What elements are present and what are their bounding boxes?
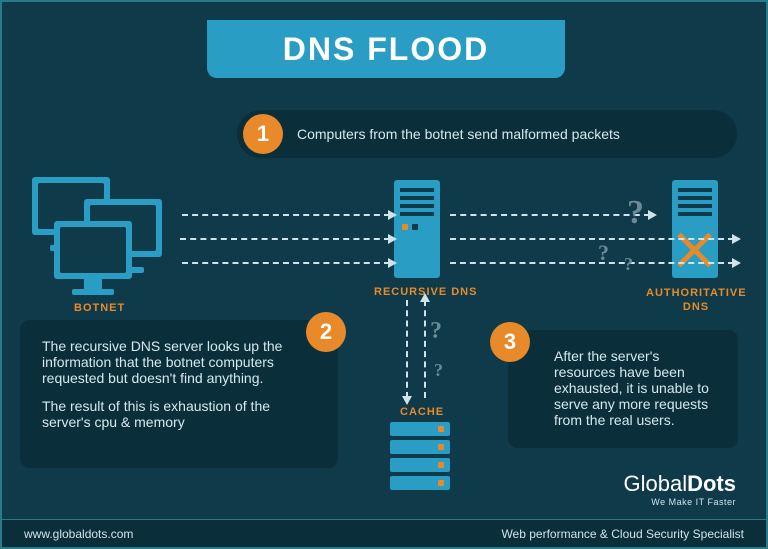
footer-url: www.globaldots.com — [24, 527, 133, 541]
step-3-badge: 3 — [490, 322, 530, 362]
logo-text-a: Global — [624, 471, 688, 496]
authoritative-dns-label: AUTHORITATIVE DNS — [646, 286, 746, 315]
footer-tagline: Web performance & Cloud Security Special… — [501, 527, 744, 541]
step-2-p1: The recursive DNS server looks up the in… — [42, 338, 316, 386]
logo-sub: We Make IT Faster — [624, 497, 736, 507]
step-2-badge: 2 — [306, 312, 346, 352]
step-3-box: 3 After the server's resources have been… — [508, 330, 738, 448]
title-banner: DNS FLOOD — [207, 20, 565, 78]
step-1-box: 1 Computers from the botnet send malform… — [237, 110, 737, 158]
botnet-label: BOTNET — [74, 302, 125, 314]
cache-label: CACHE — [400, 406, 444, 418]
recursive-dns-icon — [394, 180, 440, 278]
step-1-text: Computers from the botnet send malformed… — [297, 126, 620, 142]
cache-icon — [390, 422, 450, 490]
step-1-badge: 1 — [243, 114, 283, 154]
step-2-p2: The result of this is exhaustion of the … — [42, 398, 316, 430]
footer: www.globaldots.com Web performance & Clo… — [2, 519, 766, 547]
step-3-text: After the server's resources have been e… — [554, 348, 724, 428]
x-mark-icon — [674, 230, 714, 270]
step-2-box: 2 The recursive DNS server looks up the … — [20, 320, 338, 468]
logo-main: GlobalDots — [624, 471, 736, 497]
logo-text-b: Dots — [687, 471, 736, 496]
logo: GlobalDots We Make IT Faster — [624, 471, 736, 507]
